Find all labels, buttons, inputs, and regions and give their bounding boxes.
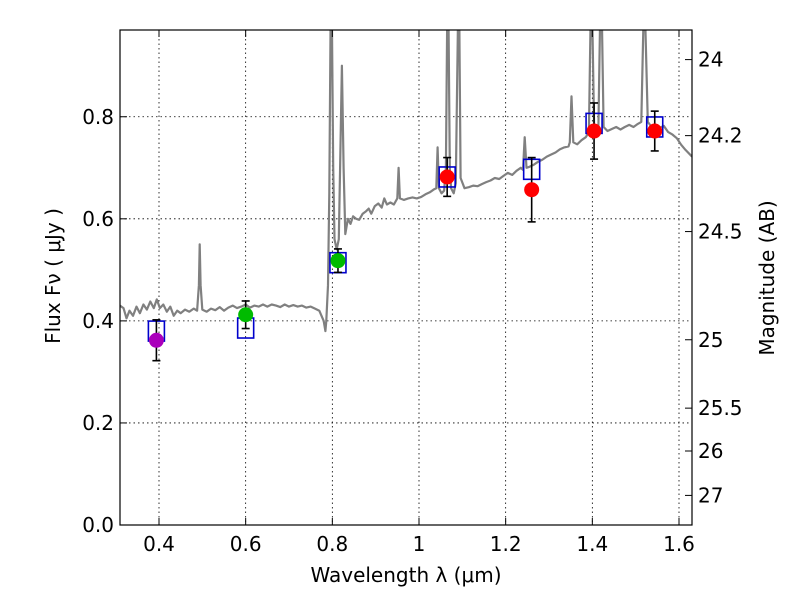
observed-point — [524, 182, 540, 198]
right-tick-label: 24 — [698, 48, 723, 72]
observed-point — [238, 307, 254, 323]
right-tick-label: 27 — [698, 483, 723, 507]
x-axis-label: Wavelength λ (μm) — [310, 563, 501, 587]
y-tick-label: 0.6 — [82, 207, 114, 231]
right-tick-label: 24.2 — [698, 124, 743, 148]
model-spectrum — [120, 30, 692, 333]
right-tick-label: 25 — [698, 328, 723, 352]
y-tick-label: 0.0 — [82, 513, 114, 537]
x-tick-label: 0.4 — [143, 532, 175, 556]
plot-frame — [119, 29, 693, 526]
x-tick-label: 0.6 — [230, 532, 262, 556]
observed-point — [586, 123, 602, 139]
observed-point — [148, 332, 164, 348]
tick-labels: 0.4 0.6 0.8 1 1.2 1.4 1.6 0.0 0.2 0.4 0.6 0.8 25.5 26… — [82, 48, 742, 556]
y-tick-label: 0.4 — [82, 309, 114, 333]
y-axis-label: Flux Fν ( μJy ) — [41, 208, 65, 344]
right-tick-label: 26 — [698, 439, 723, 463]
observed-point — [647, 123, 663, 139]
x-tick-label: 1.2 — [490, 532, 522, 556]
y-tick-label: 0.2 — [82, 411, 114, 435]
right-tick-label: 24.5 — [698, 220, 743, 244]
axis-ticks — [120, 30, 692, 526]
x-tick-label: 1.6 — [663, 532, 695, 556]
spectrum-line — [120, 30, 692, 333]
observed-point — [330, 253, 346, 269]
y-tick-label: 0.8 — [82, 105, 114, 129]
x-tick-label: 1.4 — [576, 532, 608, 556]
observed-photometry-series — [148, 102, 663, 362]
observed-point — [439, 169, 455, 185]
x-tick-label: 0.8 — [316, 532, 348, 556]
y-axis-right-label: Magnitude (AB) — [755, 200, 779, 355]
x-tick-label: 1 — [413, 532, 426, 556]
right-tick-label: 25.5 — [698, 396, 743, 420]
